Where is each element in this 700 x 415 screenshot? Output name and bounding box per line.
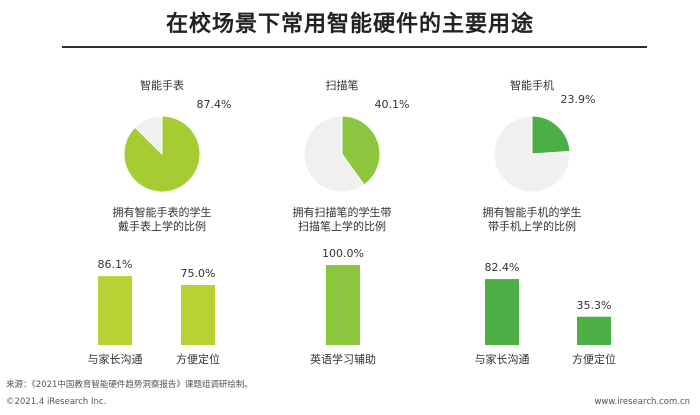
bar-value-label: 75.0%	[181, 267, 216, 280]
bar-category-label: 与家长沟通	[475, 352, 530, 366]
pie-slice-main	[531, 115, 571, 155]
bar-value-label: 35.3%	[577, 299, 612, 312]
page-title: 在校场景下常用智能硬件的主要用途	[165, 12, 534, 37]
bar	[181, 285, 215, 345]
bar	[485, 279, 519, 345]
pie-title: 扫描笔	[326, 78, 359, 92]
pie-caption-line: 扫描笔上学的比例	[298, 219, 386, 233]
bar-value-label: 82.4%	[485, 261, 520, 274]
pie-value-label: 87.4%	[197, 98, 232, 111]
bar-value-label: 100.0%	[322, 247, 364, 260]
pie-caption-line: 拥有扫描笔的学生带	[293, 205, 392, 219]
source-note: 来源：《2021中国教育智能硬件趋势洞察报告》课题组调研绘制。	[6, 380, 253, 390]
bar-value-label: 86.1%	[98, 258, 133, 271]
bar-category-label: 与家长沟通	[88, 352, 143, 366]
website: www.iresearch.com.cn	[594, 397, 690, 407]
pie-caption-line: 拥有智能手表的学生	[113, 205, 212, 219]
pie-title: 智能手机	[510, 78, 554, 92]
bar	[326, 265, 360, 345]
pie-slice-main	[341, 115, 381, 186]
pie-caption-line: 拥有智能手机的学生	[483, 205, 582, 219]
pie-caption-line: 带手机上学的比例	[488, 219, 576, 233]
title-underline	[62, 46, 647, 48]
copyright: ©2021.4 iResearch Inc.	[6, 397, 107, 407]
pie-title: 智能手表	[140, 78, 184, 92]
bar-category-label: 方便定位	[176, 352, 220, 366]
bar-category-label: 英语学习辅助	[310, 352, 376, 366]
pie-value-label: 40.1%	[375, 98, 410, 111]
pie-value-label: 23.9%	[561, 93, 596, 106]
bar	[98, 276, 132, 345]
bar-category-label: 方便定位	[572, 352, 616, 366]
pie-slice-remainder	[303, 115, 365, 193]
bar	[577, 316, 611, 345]
pie-slice-main	[123, 115, 201, 193]
pie-caption-line: 戴手表上学的比例	[118, 219, 206, 233]
